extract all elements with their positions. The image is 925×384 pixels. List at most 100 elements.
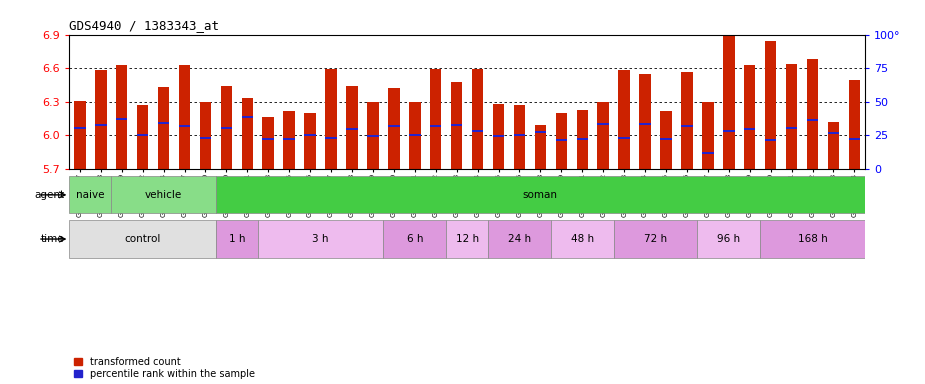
Bar: [69, 220, 216, 258]
Bar: [179, 65, 191, 169]
Text: 12 h: 12 h: [455, 234, 479, 244]
Bar: [723, 31, 734, 169]
Bar: [137, 134, 148, 136]
Bar: [158, 122, 169, 124]
Bar: [430, 69, 441, 169]
Bar: [660, 111, 672, 169]
Bar: [535, 131, 546, 133]
Bar: [535, 125, 546, 169]
Bar: [111, 176, 216, 214]
Bar: [216, 220, 258, 258]
Bar: [786, 126, 797, 129]
Bar: [69, 176, 111, 214]
Bar: [681, 71, 693, 169]
Bar: [513, 105, 525, 169]
Bar: [639, 74, 651, 169]
Text: 168 h: 168 h: [797, 234, 828, 244]
Text: control: control: [125, 234, 161, 244]
Bar: [258, 220, 383, 258]
Bar: [551, 220, 613, 258]
Bar: [848, 138, 860, 140]
Bar: [326, 69, 337, 169]
Bar: [388, 88, 400, 169]
Bar: [200, 102, 211, 169]
Text: agent: agent: [34, 190, 65, 200]
Bar: [765, 41, 776, 169]
Bar: [388, 126, 400, 127]
Bar: [702, 152, 713, 154]
Bar: [116, 118, 128, 119]
Bar: [660, 138, 672, 140]
Bar: [430, 126, 441, 127]
Bar: [828, 132, 839, 134]
Bar: [639, 123, 651, 125]
Bar: [760, 220, 865, 258]
Bar: [619, 137, 630, 139]
Bar: [304, 134, 315, 136]
Bar: [681, 126, 693, 127]
Text: 3 h: 3 h: [313, 234, 328, 244]
Bar: [472, 69, 484, 169]
Bar: [744, 127, 756, 130]
Bar: [221, 126, 232, 129]
Bar: [723, 130, 734, 132]
Text: soman: soman: [523, 190, 558, 200]
Bar: [383, 220, 446, 258]
Bar: [95, 70, 106, 169]
Bar: [367, 136, 378, 137]
Bar: [513, 134, 525, 136]
Bar: [598, 123, 609, 125]
Bar: [200, 137, 211, 139]
Bar: [450, 82, 462, 169]
Bar: [556, 113, 567, 169]
Bar: [786, 64, 797, 169]
Bar: [697, 220, 760, 258]
Text: vehicle: vehicle: [145, 190, 182, 200]
Bar: [446, 220, 488, 258]
Bar: [367, 102, 378, 169]
Bar: [179, 126, 191, 127]
Text: 96 h: 96 h: [717, 234, 740, 244]
Bar: [807, 59, 819, 169]
Bar: [409, 134, 421, 136]
Bar: [158, 87, 169, 169]
Bar: [598, 102, 609, 169]
Bar: [828, 122, 839, 169]
Text: GDS4940 / 1383343_at: GDS4940 / 1383343_at: [69, 19, 219, 32]
Bar: [576, 109, 588, 169]
Bar: [488, 220, 551, 258]
Bar: [241, 98, 253, 169]
Bar: [95, 124, 106, 126]
Bar: [116, 65, 128, 169]
Bar: [241, 116, 253, 118]
Text: 72 h: 72 h: [644, 234, 667, 244]
Bar: [326, 137, 337, 139]
Legend: transformed count, percentile rank within the sample: transformed count, percentile rank withi…: [74, 357, 254, 379]
Bar: [221, 86, 232, 169]
Bar: [472, 130, 484, 132]
Bar: [450, 124, 462, 126]
Bar: [613, 220, 697, 258]
Bar: [346, 127, 358, 130]
Bar: [744, 65, 756, 169]
Bar: [409, 102, 421, 169]
Bar: [216, 176, 865, 214]
Bar: [556, 139, 567, 141]
Bar: [283, 111, 295, 169]
Text: time: time: [41, 234, 65, 244]
Bar: [263, 118, 274, 169]
Bar: [74, 126, 86, 129]
Text: 1 h: 1 h: [228, 234, 245, 244]
Bar: [807, 119, 819, 121]
Bar: [702, 102, 713, 169]
Bar: [848, 81, 860, 169]
Bar: [304, 113, 315, 169]
Bar: [493, 104, 504, 169]
Bar: [137, 105, 148, 169]
Bar: [493, 136, 504, 137]
Bar: [74, 101, 86, 169]
Text: 6 h: 6 h: [407, 234, 423, 244]
Text: 24 h: 24 h: [508, 234, 531, 244]
Bar: [346, 86, 358, 169]
Bar: [619, 70, 630, 169]
